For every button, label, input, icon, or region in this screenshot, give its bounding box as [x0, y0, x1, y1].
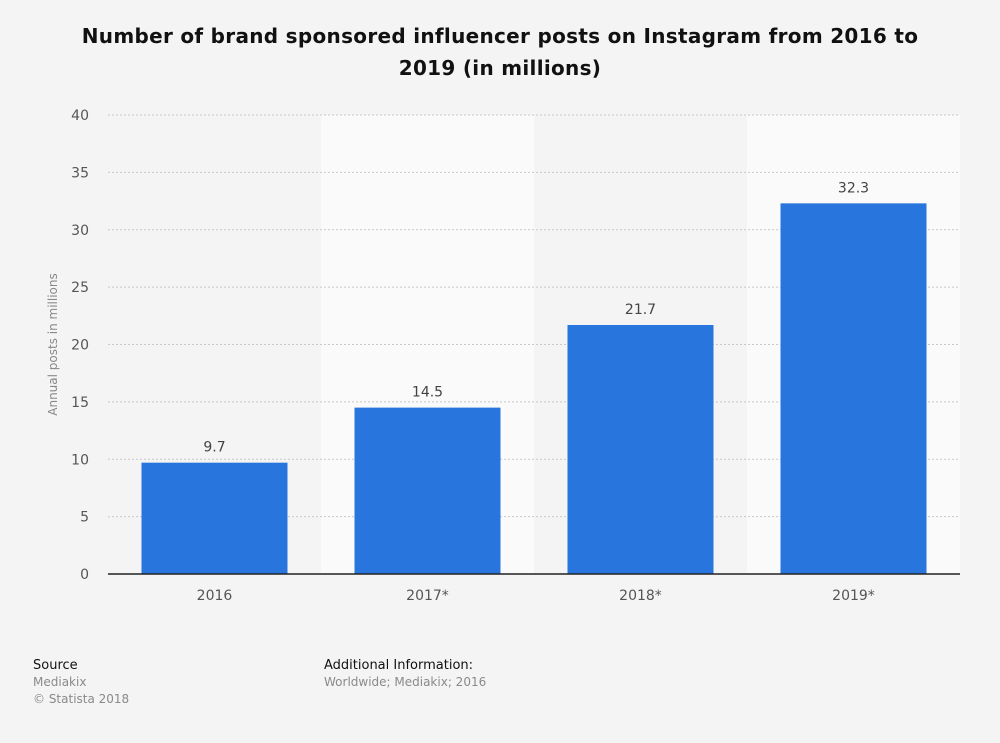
additional-info-block: Additional Information: Worldwide; Media…	[324, 657, 486, 691]
x-tick-label: 2018*	[619, 588, 662, 604]
additional-info-value: Worldwide; Mediakix; 2016	[324, 675, 487, 689]
bar-2016	[141, 462, 288, 574]
source-label: Source	[33, 658, 78, 673]
chart-title: Number of brand sponsored influencer pos…	[81, 24, 919, 80]
y-tick-label: 30	[71, 223, 89, 239]
source-value: Mediakix	[33, 675, 87, 689]
y-tick-label: 35	[71, 165, 89, 181]
source-block: Source Mediakix © Statista 2018	[33, 657, 129, 708]
data-label: 21.7	[625, 302, 656, 318]
y-tick-label: 0	[80, 567, 89, 583]
y-tick-label: 5	[80, 510, 89, 526]
y-tick-label: 10	[71, 452, 89, 468]
bar-chart: 0 5 10 15 20 25 30 35 40 Annual posts in millions…	[46, 108, 960, 604]
additional-info-label: Additional Information:	[324, 658, 474, 673]
y-tick-label: 25	[71, 280, 89, 296]
bar-2018*	[567, 324, 714, 574]
x-tick-label: 2017*	[406, 588, 449, 604]
y-tick-label: 20	[71, 338, 89, 354]
y-tick-label: 15	[71, 395, 89, 411]
y-tick-label: 40	[71, 108, 89, 124]
bar-2017*	[354, 407, 501, 574]
bar-2019*	[780, 203, 927, 575]
copyright: © Statista 2018	[33, 692, 130, 706]
y-axis-label: Annual posts in millions	[46, 273, 60, 416]
x-tick-label: 2016	[197, 588, 233, 604]
data-label: 32.3	[838, 180, 869, 196]
x-tick-label: 2019*	[832, 588, 875, 604]
data-label: 9.7	[203, 440, 225, 456]
data-label: 14.5	[412, 385, 443, 401]
